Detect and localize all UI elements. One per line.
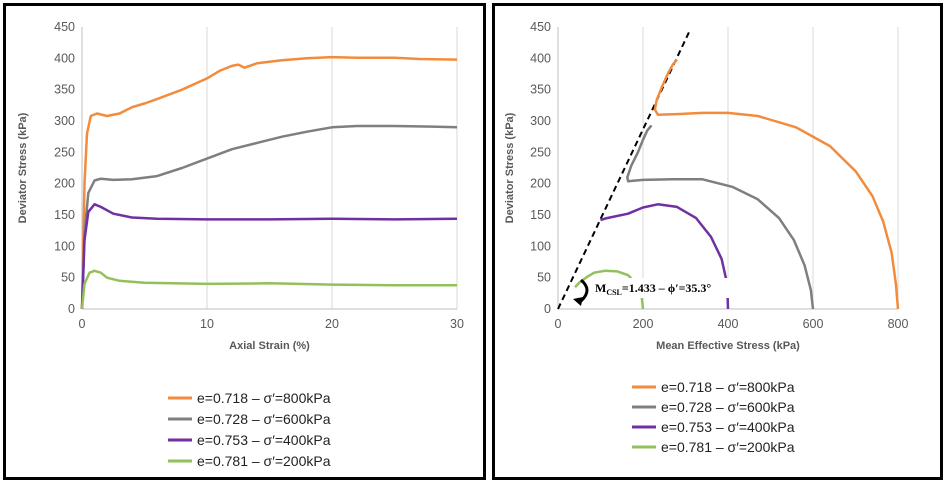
series-line-s600 (80, 124, 458, 310)
angle-arrow (579, 278, 589, 303)
annotation-subscript: CSL (606, 288, 622, 297)
left-chart-panel: 0 50 100 150 200 250 300 350 400 450 0 10 20 30 Axial … (3, 3, 486, 480)
y-tick-label: 250 (54, 145, 75, 159)
legend-label-s800: e=0.718 – σ′=800kPa (661, 379, 795, 395)
y-tick-label: 150 (530, 208, 551, 222)
y-tick-label: 50 (537, 271, 551, 285)
x-tick-label: 30 (450, 317, 464, 331)
x-tick-label: 10 (200, 317, 214, 331)
y-tick-label: 100 (530, 239, 551, 253)
y-tick-label: 100 (54, 239, 75, 253)
series-line-s800 (80, 55, 458, 310)
legend-label-s800: e=0.718 – σ′=800kPa (197, 390, 331, 406)
csl-annotation: MCSL=1.433 – ϕ′=35.3° (591, 278, 769, 298)
series-line-s200 (80, 269, 457, 310)
x-axis-title: Mean Effective Stress (kPa) (656, 340, 800, 352)
y-tick-label: 50 (61, 271, 75, 285)
series-line-s800 (653, 58, 900, 310)
x-tick-label: 0 (555, 317, 562, 331)
y-axis-title: Deviator Stress (kPa) (504, 112, 516, 223)
x-axis-title: Axial Strain (%) (229, 340, 310, 352)
x-tick-label: 400 (718, 317, 739, 331)
annotation-background (591, 278, 769, 298)
y-tick-label: 0 (68, 302, 75, 316)
x-tick-label: 0 (79, 317, 86, 331)
legend-label-s600: e=0.728 – σ′=600kPa (661, 399, 795, 415)
angle-arrowhead (573, 297, 583, 306)
x-tick-label: 200 (633, 317, 654, 331)
strain-stress-chart: 0 50 100 150 200 250 300 350 400 450 0 10 20 30 Axial … (17, 20, 464, 469)
csl-line (557, 30, 691, 310)
y-tick-label: 400 (54, 51, 75, 65)
y-tick-label: 400 (530, 51, 551, 65)
y-tick-label: 200 (54, 177, 75, 191)
annotation-m: M (595, 281, 606, 295)
x-tick-label: 800 (888, 317, 909, 331)
x-tick-label: 20 (325, 317, 339, 331)
y-tick-label: 350 (54, 83, 75, 97)
y-tick-label: 300 (530, 114, 551, 128)
series-line-s400 (80, 203, 458, 310)
series-line-s400 (600, 203, 730, 310)
y-tick-label: 0 (544, 302, 551, 316)
legend-label-s400: e=0.753 – σ′=400kPa (197, 432, 331, 448)
y-tick-label: 450 (54, 20, 75, 34)
y-tick-label: 300 (54, 114, 75, 128)
p-q-stress-path-chart: 0 50 100 150 200 250 300 350 400 450 0 200 400 600 800… (504, 20, 909, 455)
y-tick-label: 450 (530, 20, 551, 34)
y-tick-label: 200 (530, 177, 551, 191)
legend-label-s400: e=0.753 – σ′=400kPa (661, 419, 795, 435)
legend-label-s200: e=0.781 – σ′=200kPa (661, 439, 795, 455)
legend-label-s600: e=0.728 – σ′=600kPa (197, 411, 331, 427)
y-tick-label: 250 (530, 145, 551, 159)
csl-annotation-text: MCSL=1.433 – ϕ′=35.3° (595, 281, 711, 297)
y-tick-label: 150 (54, 208, 75, 222)
y-tick-label: 350 (530, 83, 551, 97)
right-chart-panel: 0 50 100 150 200 250 300 350 400 450 0 200 400 600 800… (492, 3, 943, 480)
x-tick-label: 600 (803, 317, 824, 331)
annotation-value: =1.433 – ϕ′=35.3° (622, 281, 712, 295)
y-axis-title: Deviator Stress (kPa) (17, 112, 29, 223)
legend-label-s200: e=0.781 – σ′=200kPa (197, 453, 331, 469)
series-line-s600 (626, 124, 815, 310)
